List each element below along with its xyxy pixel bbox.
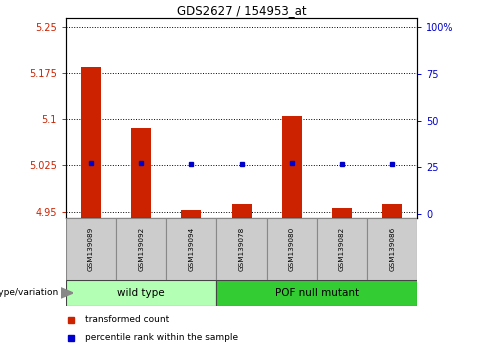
Bar: [182, 210, 202, 218]
Text: transformed count: transformed count: [85, 315, 169, 324]
Bar: [66, 218, 116, 280]
Text: GSM139089: GSM139089: [88, 227, 94, 271]
Text: GSM139080: GSM139080: [289, 227, 295, 271]
Bar: [266, 218, 317, 280]
Bar: [66, 280, 217, 306]
Bar: [81, 67, 101, 218]
Bar: [317, 218, 367, 280]
Bar: [367, 218, 417, 280]
Bar: [166, 218, 217, 280]
Bar: [131, 129, 151, 218]
Bar: [282, 116, 302, 218]
Bar: [217, 280, 417, 306]
Title: GDS2627 / 154953_at: GDS2627 / 154953_at: [177, 4, 306, 17]
Bar: [217, 218, 266, 280]
Text: GSM139094: GSM139094: [188, 227, 194, 271]
Text: POF null mutant: POF null mutant: [275, 288, 359, 298]
Text: GSM139082: GSM139082: [339, 227, 345, 271]
Bar: [382, 204, 402, 218]
Polygon shape: [61, 288, 73, 298]
Bar: [332, 209, 352, 218]
Text: GSM139078: GSM139078: [239, 227, 244, 271]
Text: percentile rank within the sample: percentile rank within the sample: [85, 333, 238, 342]
Text: GSM139086: GSM139086: [389, 227, 395, 271]
Text: genotype/variation: genotype/variation: [0, 289, 59, 297]
Text: wild type: wild type: [117, 288, 165, 298]
Text: GSM139092: GSM139092: [138, 227, 144, 271]
Bar: [116, 218, 166, 280]
Bar: [231, 204, 252, 218]
